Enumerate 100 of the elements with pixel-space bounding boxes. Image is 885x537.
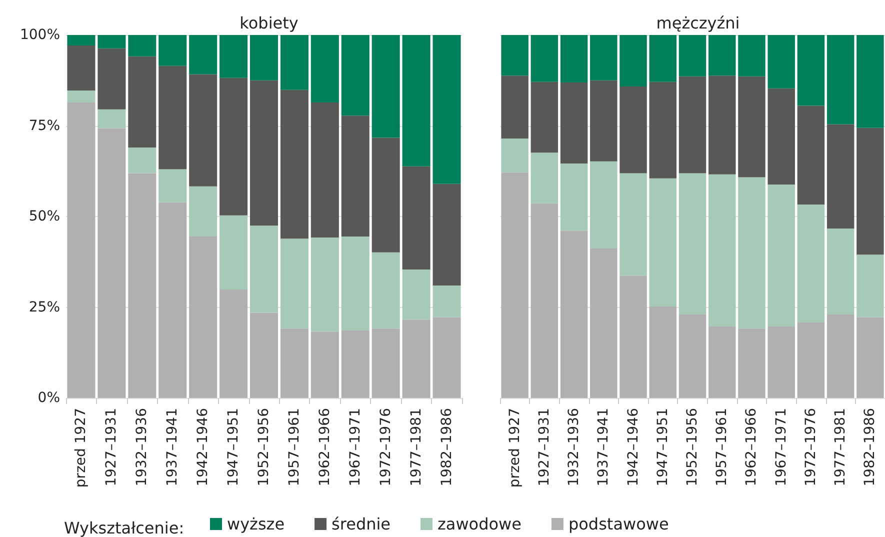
bar	[530, 152, 558, 204]
legend-label: zawodowe	[438, 514, 522, 534]
bar	[372, 328, 400, 398]
bar	[280, 90, 308, 239]
y-tick-label: 0%	[38, 390, 60, 406]
x-tick-label: 1942–1946	[195, 408, 212, 486]
bar	[768, 184, 795, 326]
bar	[341, 116, 370, 236]
bar	[158, 169, 187, 202]
bar	[158, 35, 187, 66]
x-tick-label: 1952–1956	[256, 408, 272, 486]
bar	[856, 254, 884, 318]
bar	[501, 76, 528, 138]
legend-title: Wykształcenie:	[64, 518, 184, 537]
bar	[678, 76, 706, 174]
bar	[280, 328, 308, 398]
x-tick-label: 1947–1951	[226, 408, 242, 486]
bar	[560, 230, 588, 398]
bar	[189, 35, 218, 74]
bar	[158, 202, 187, 398]
x-tick-label: 1937–1941	[164, 408, 181, 486]
x-tick-label: 1967–1971	[347, 408, 364, 486]
x-tick-label: 1937–1941	[596, 408, 612, 486]
bar	[708, 35, 736, 76]
bar	[590, 248, 618, 398]
bar	[128, 173, 156, 398]
bar	[708, 174, 736, 326]
bar	[372, 138, 400, 252]
chart-title: mężczyźni	[656, 14, 740, 32]
bar	[341, 236, 370, 330]
y-tick-label: 75%	[28, 118, 60, 134]
bar	[768, 326, 795, 398]
x-tick-label: 1932–1936	[134, 408, 150, 486]
bar	[310, 238, 339, 332]
bar	[402, 166, 430, 270]
bar	[856, 35, 884, 128]
bar	[620, 35, 647, 87]
bar	[220, 215, 248, 290]
chart-title: kobiety	[240, 14, 298, 32]
bar	[250, 226, 278, 313]
y-tick-label: 100%	[20, 27, 60, 43]
bar	[67, 35, 96, 46]
bar	[678, 314, 706, 398]
bar	[250, 80, 278, 226]
x-tick-label: 1927–1931	[104, 408, 120, 486]
bar	[678, 35, 706, 76]
x-tick-label: 1982–1986	[862, 408, 878, 486]
x-tick-label: 1972–1976	[802, 408, 819, 486]
bar	[708, 326, 736, 398]
bar	[402, 320, 430, 398]
bar	[826, 124, 854, 228]
bar	[797, 35, 825, 106]
bar	[280, 35, 308, 90]
bar	[738, 35, 766, 76]
bar	[341, 330, 370, 398]
bar	[341, 35, 370, 116]
bar	[768, 35, 795, 88]
x-tick-label: 1962–1966	[744, 408, 760, 486]
bar	[372, 252, 400, 329]
bar	[220, 35, 248, 78]
bar	[432, 317, 461, 398]
bar	[432, 184, 461, 286]
bar	[856, 128, 884, 255]
bar	[768, 88, 795, 185]
bar	[98, 109, 126, 128]
bar	[501, 35, 528, 76]
bar	[738, 76, 766, 178]
bar	[67, 102, 96, 398]
bar	[432, 35, 461, 184]
x-tick-label: 1967–1971	[773, 408, 790, 486]
bar	[620, 276, 647, 398]
bar	[402, 35, 430, 166]
bar	[826, 35, 854, 124]
bar	[98, 128, 126, 398]
bar	[310, 35, 339, 103]
bar	[649, 35, 677, 82]
bar	[678, 173, 706, 315]
bar	[432, 285, 461, 318]
x-tick-label: 1927–1931	[536, 408, 552, 486]
x-tick-label: 1962–1966	[316, 408, 333, 486]
x-tick-label: 1982–1986	[438, 408, 455, 486]
bar	[310, 102, 339, 238]
bar	[826, 228, 854, 315]
legend-label: średnie	[332, 514, 391, 534]
bar	[826, 314, 854, 398]
x-tick-label: 1977–1981	[832, 408, 849, 486]
bar	[649, 178, 677, 307]
x-tick-label: 1972–1976	[378, 408, 394, 486]
bar	[560, 164, 588, 231]
bar	[189, 186, 218, 236]
y-tick-label: 50%	[28, 208, 60, 224]
bar	[708, 76, 736, 174]
bar	[158, 66, 187, 170]
bar	[67, 46, 96, 91]
bar	[620, 86, 647, 174]
bar	[250, 312, 278, 398]
bar	[590, 35, 618, 80]
bar	[189, 74, 218, 186]
bar	[560, 82, 588, 164]
x-tick-label: 1957–1961	[286, 408, 302, 486]
